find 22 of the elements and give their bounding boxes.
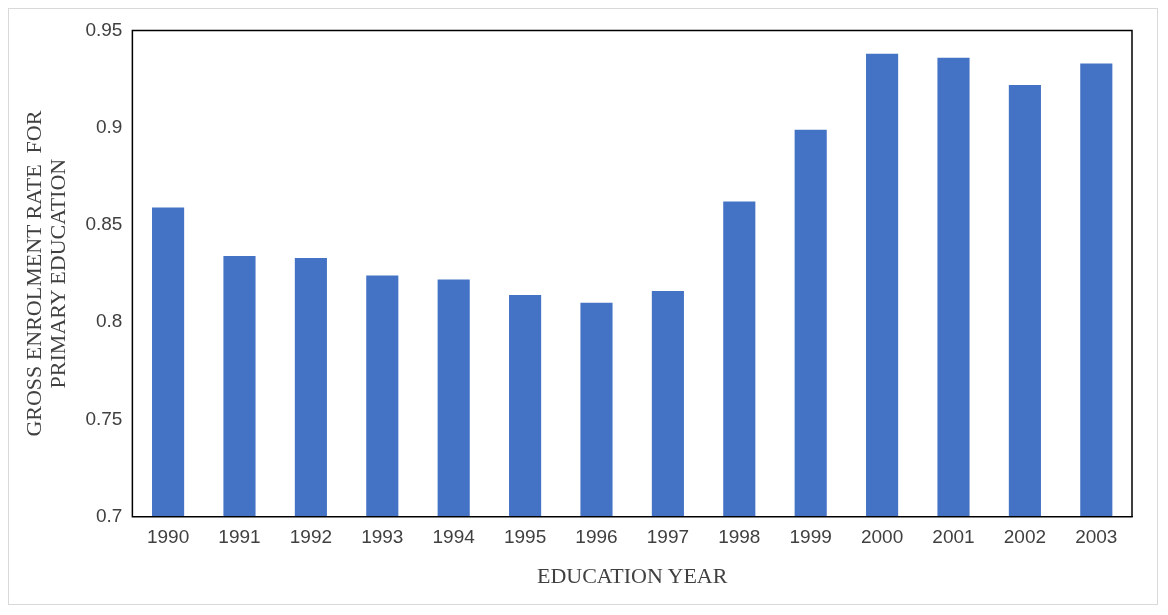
- x-tick-label: 1997: [646, 526, 690, 548]
- y-tick-label: 0.7: [95, 505, 123, 527]
- x-tick-label: 2003: [1075, 526, 1118, 548]
- x-tick-label: 1999: [789, 526, 832, 548]
- x-tick-label: 2001: [932, 526, 975, 548]
- y-tick-label: 0.8: [95, 310, 123, 332]
- x-tick-label: 1995: [503, 526, 547, 548]
- x-tick-label: 1998: [718, 526, 761, 548]
- x-tick-label: 2000: [860, 526, 904, 548]
- x-tick-label: 1992: [289, 526, 333, 548]
- x-tick-label: 1993: [361, 526, 404, 548]
- x-tick-label: 1994: [432, 526, 476, 548]
- x-tick-label: 1996: [575, 526, 618, 548]
- x-tick-label: 2002: [1003, 526, 1047, 548]
- y-axis-title: GROSS ENROLMENT RATE FOR PRIMARY EDUCATION: [20, 110, 71, 437]
- y-tick-label: 0.9: [95, 115, 123, 137]
- x-tick-label: 1991: [218, 526, 261, 548]
- x-tick-label: 1990: [146, 526, 190, 548]
- y-tick-label: 0.95: [85, 18, 123, 40]
- y-tick-label: 0.85: [85, 213, 123, 235]
- y-tick-label: 0.75: [85, 407, 123, 429]
- x-axis-title: EDUCATION YEAR: [536, 562, 728, 588]
